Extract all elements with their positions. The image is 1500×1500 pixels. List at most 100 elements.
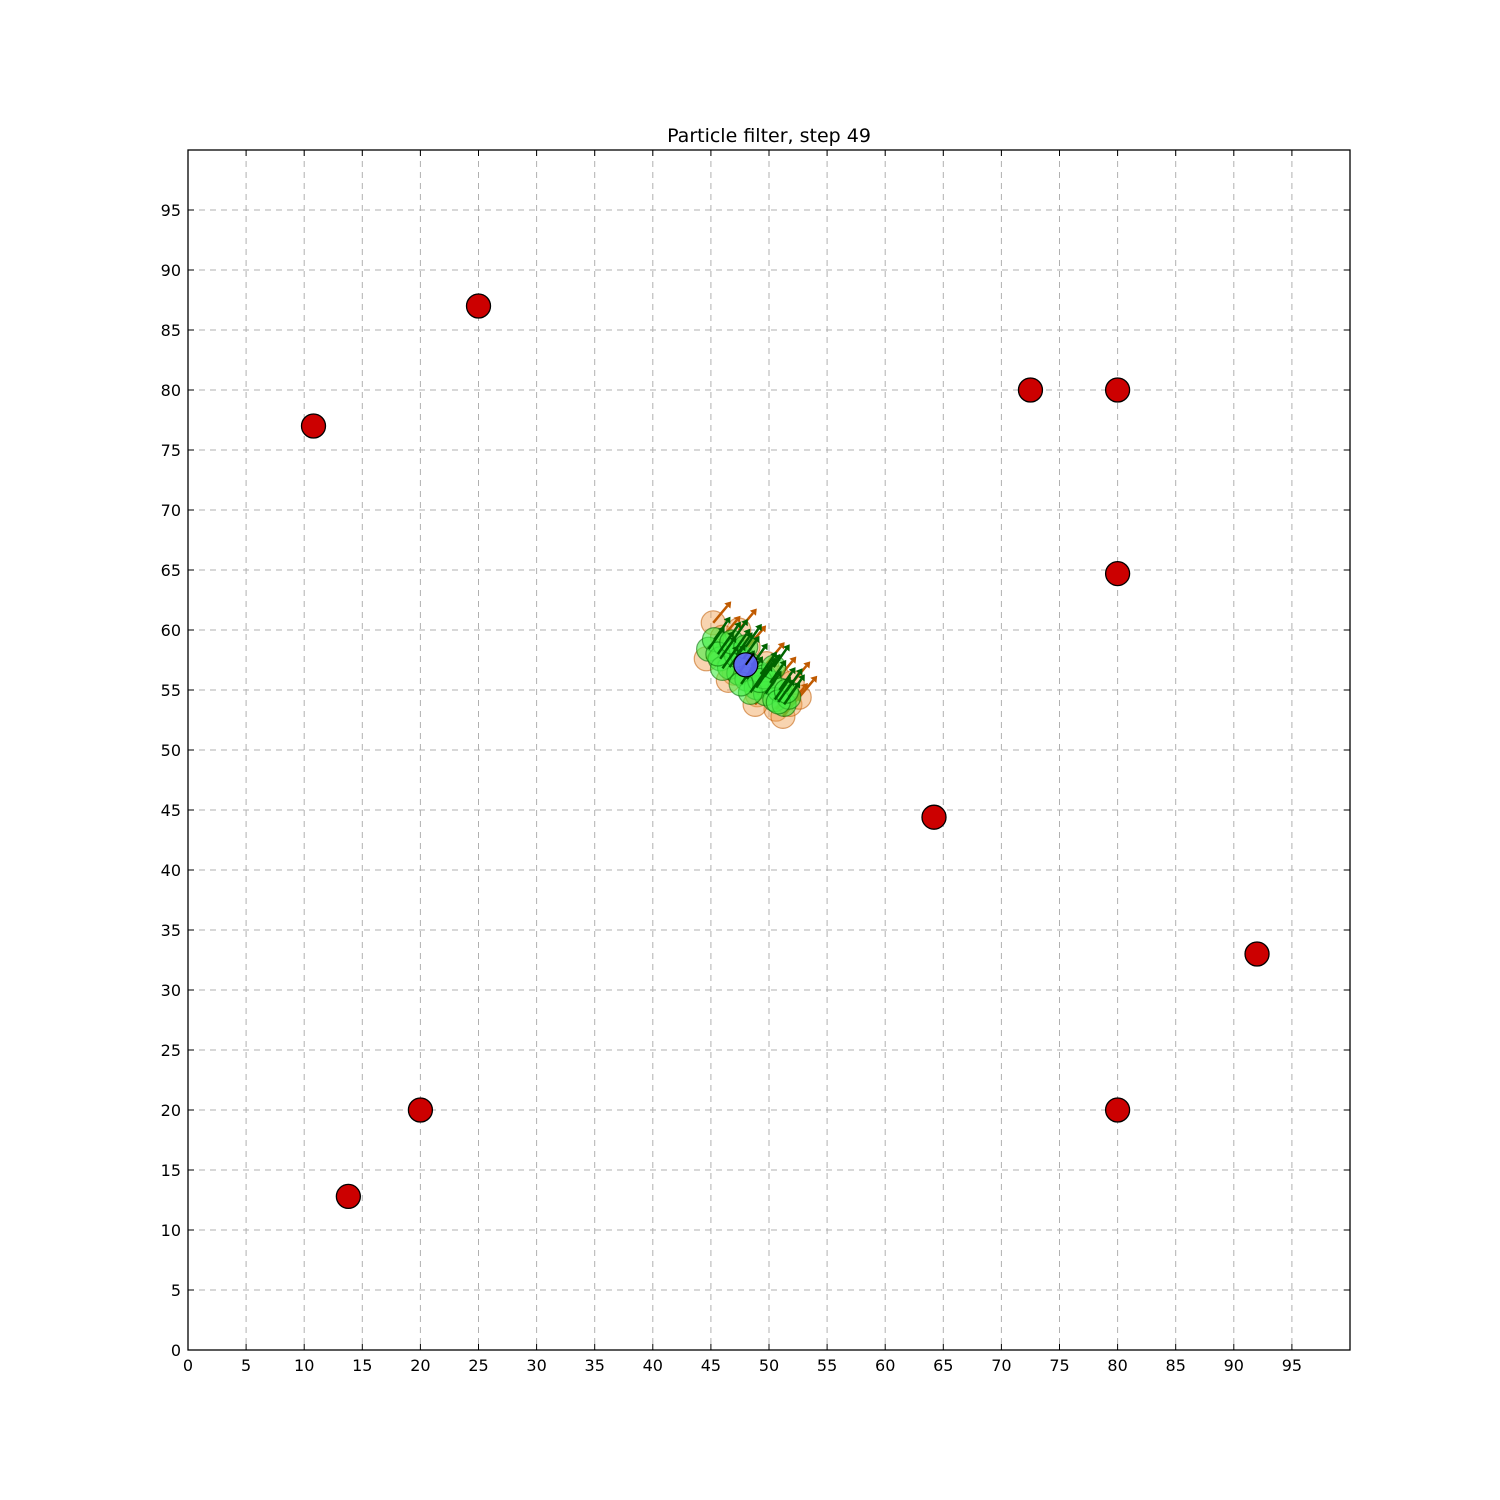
particle-arrow-head (798, 674, 805, 682)
y-tick-label: 65 (161, 561, 181, 580)
prior-particle-arrow-head (803, 661, 811, 669)
y-tick-label: 45 (161, 801, 181, 820)
particle-arrow-head (774, 670, 782, 678)
particle-markers (695, 616, 805, 718)
particle-arrow-head (795, 668, 803, 676)
particle-arrow (773, 680, 789, 701)
prior-particle-arrow (798, 679, 815, 699)
particle-arrow (721, 649, 737, 670)
y-tick-label: 85 (161, 321, 181, 340)
y-tick-label: 20 (161, 1101, 181, 1120)
particle-arrow (758, 661, 774, 682)
y-tick-label: 25 (161, 1041, 181, 1060)
plot-frame (187, 149, 1351, 1351)
particle-arrow (764, 674, 780, 695)
x-tick-label: 85 (1166, 1356, 1186, 1375)
landmark-point (1017, 377, 1044, 403)
x-tick-label: 80 (1107, 1356, 1127, 1375)
y-axis-ticks: 0 5 10 15 20 25 30 35 40 45 50 55 60 65 70 75 80 85 90 95 (161, 201, 1350, 1360)
y-tick-label: 5 (171, 1281, 181, 1300)
particle-arrow (716, 635, 732, 655)
prior-particle-arrow-head (733, 615, 741, 623)
particle-arrow-head (756, 656, 763, 664)
robot-marker-group (733, 652, 759, 678)
particle-arrow-head (731, 645, 739, 653)
y-tick-label: 15 (161, 1161, 181, 1180)
x-tick-label: 5 (241, 1356, 251, 1375)
landmark-point (465, 293, 492, 319)
x-tick-label: 15 (352, 1356, 372, 1375)
x-tick-label: 30 (526, 1356, 546, 1375)
landmark-point (1104, 1097, 1131, 1123)
prior-particle-arrow (712, 605, 729, 624)
particle-arrow (719, 640, 734, 660)
particle-arrow-head (723, 616, 731, 624)
prior-particle-arrow-head (724, 601, 732, 609)
chart-title: Particle filter, step 49 (667, 125, 871, 147)
particle-arrow-head (788, 667, 796, 675)
landmark-point (335, 1183, 362, 1210)
y-tick-label: 70 (161, 501, 181, 520)
landmark-point (1244, 941, 1270, 967)
prior-particle-arrow-head (749, 608, 757, 616)
particle-arrow-head (779, 659, 787, 668)
particle-arrow-head (734, 621, 741, 629)
x-tick-label: 75 (1049, 1356, 1069, 1375)
landmark-point (300, 413, 327, 439)
particle-arrow (713, 620, 729, 641)
x-tick-label: 10 (294, 1356, 314, 1375)
landmark-markers (300, 293, 1270, 1210)
particle-arrow-head (782, 644, 790, 652)
particle-arrow-head (741, 619, 748, 627)
robot-heading-arrow (744, 652, 755, 666)
x-tick-label: 50 (759, 1356, 779, 1375)
x-tick-label: 90 (1224, 1356, 1244, 1375)
y-tick-label: 40 (161, 861, 181, 880)
y-tick-label: 80 (161, 381, 181, 400)
y-tick-label: 0 (171, 1341, 181, 1360)
y-tick-label: 95 (161, 201, 181, 220)
particle-arrow (735, 636, 751, 656)
particle-arrow-head (760, 643, 768, 651)
particle-arrow-head (727, 631, 734, 639)
y-tick-label: 10 (161, 1221, 181, 1240)
y-tick-label: 75 (161, 441, 181, 460)
y-tick-label: 35 (161, 921, 181, 940)
particle-arrow (744, 628, 760, 648)
landmark-point (1104, 377, 1131, 403)
x-tick-label: 55 (817, 1356, 837, 1375)
particle-arrow-head (755, 623, 762, 632)
particle-arrow (730, 623, 746, 643)
x-tick-label: 25 (468, 1356, 488, 1375)
particle-arrow (778, 671, 794, 691)
x-tick-label: 35 (585, 1356, 605, 1375)
x-tick-label: 20 (410, 1356, 430, 1375)
x-tick-label: 0 (183, 1356, 193, 1375)
prior-particle-arrow-head (789, 656, 797, 664)
x-axis-ticks: 0 5 10 15 20 25 30 35 40 45 50 55 60 65 70 75 80 85 90 95 (183, 150, 1302, 1375)
x-tick-label: 70 (991, 1356, 1011, 1375)
grid-lines (188, 150, 1350, 1350)
landmark-point (1104, 560, 1131, 587)
y-tick-label: 55 (161, 681, 181, 700)
particle-arrow (772, 648, 788, 668)
x-tick-label: 65 (933, 1356, 953, 1375)
y-tick-label: 90 (161, 261, 181, 280)
landmark-point (921, 804, 947, 830)
x-tick-label: 40 (643, 1356, 663, 1375)
x-tick-label: 45 (701, 1356, 721, 1375)
particle-arrow (785, 672, 801, 692)
particle-arrow-head (752, 635, 760, 644)
particle-arrow (787, 678, 803, 698)
x-tick-label: 60 (875, 1356, 895, 1375)
prior-particle-arrow-head (777, 642, 785, 650)
particle-arrow (769, 664, 784, 684)
y-tick-label: 60 (161, 621, 181, 640)
prior-particle-arrow-head (810, 675, 818, 683)
landmark-point (407, 1097, 434, 1123)
y-tick-label: 50 (161, 741, 181, 760)
x-tick-label: 95 (1282, 1356, 1302, 1375)
y-tick-label: 30 (161, 981, 181, 1000)
particle-arrow-head (769, 657, 776, 665)
